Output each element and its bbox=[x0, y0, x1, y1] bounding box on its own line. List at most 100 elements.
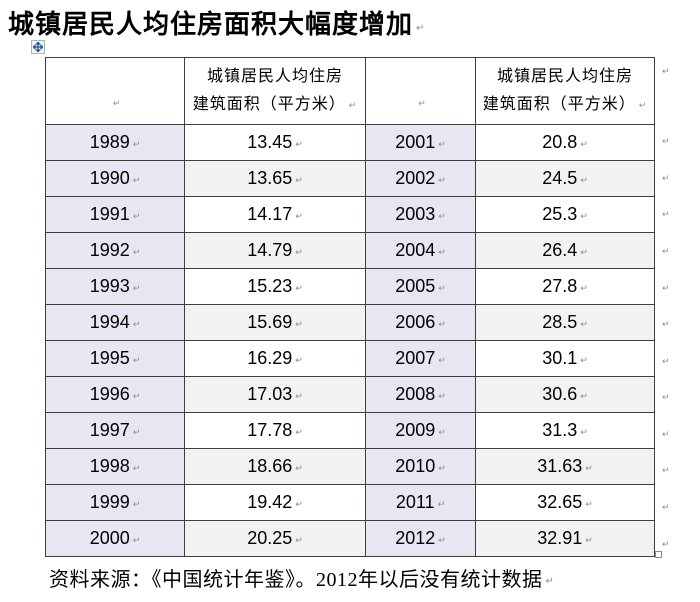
paragraph-mark-icon: ↵ bbox=[662, 503, 670, 514]
paragraph-mark-icon: ↵ bbox=[662, 393, 670, 404]
year-cell[interactable]: 2006 ↵ bbox=[365, 304, 476, 341]
year-cell[interactable]: 2005 ↵ bbox=[365, 268, 476, 305]
column-header-right: 城镇居民人均住房 建筑面积（平方米） ↵ bbox=[482, 67, 648, 113]
value-cell[interactable]: 27.8 ↵ bbox=[475, 268, 655, 305]
year-cell[interactable]: 2001 ↵ bbox=[365, 124, 476, 161]
header-empty-cell-left[interactable]: ↵ bbox=[45, 57, 185, 125]
year-cell[interactable]: 2009 ↵ bbox=[365, 412, 476, 449]
year-cell[interactable]: 2002 ↵ bbox=[365, 160, 476, 197]
value-cell[interactable]: 20.8 ↵ bbox=[475, 124, 655, 161]
cell-end-mark-icon: ↵ bbox=[132, 212, 141, 222]
year-cell[interactable]: 2008 ↵ bbox=[365, 376, 476, 413]
year-cell[interactable]: 1996 ↵ bbox=[45, 376, 185, 413]
table-row: 2000 ↵ 20.25 ↵ 2012 ↵ 32.91 ↵ bbox=[45, 520, 655, 557]
year-cell[interactable]: 2004 ↵ bbox=[365, 232, 476, 269]
cell-end-mark-icon: ↵ bbox=[295, 500, 303, 510]
paragraph-mark-icon: ↵ bbox=[662, 210, 670, 221]
table-row: 1994 ↵ 15.69 ↵ 2006 ↵ 28.5 ↵ bbox=[45, 304, 655, 341]
value-cell[interactable]: 31.3 ↵ bbox=[475, 412, 655, 449]
cell-end-mark-icon: ↵ bbox=[438, 212, 446, 222]
value-cell[interactable]: 13.45 ↵ bbox=[184, 124, 366, 161]
value-cell[interactable]: 20.25 ↵ bbox=[184, 520, 366, 557]
cell-end-mark-icon: ↵ bbox=[295, 428, 303, 438]
year-cell[interactable]: 2000 ↵ bbox=[45, 520, 185, 557]
cell-end-mark-icon: ↵ bbox=[580, 248, 588, 258]
value-cell[interactable]: 17.78 ↵ bbox=[184, 412, 366, 449]
cell-end-mark-icon: ↵ bbox=[112, 99, 121, 109]
value-cell[interactable]: 14.17 ↵ bbox=[184, 196, 366, 233]
value-cell[interactable]: 14.79 ↵ bbox=[184, 232, 366, 269]
year-cell[interactable]: 1991 ↵ bbox=[45, 196, 185, 233]
paragraph-mark-icon: ↵ bbox=[416, 23, 425, 34]
value-cell[interactable]: 25.3 ↵ bbox=[475, 196, 655, 233]
value-cell[interactable]: 13.65 ↵ bbox=[184, 160, 366, 197]
cell-end-mark-icon: ↵ bbox=[438, 428, 446, 438]
cell-end-mark-icon: ↵ bbox=[585, 464, 593, 474]
header-label-cell-left[interactable]: 城镇居民人均住房 建筑面积（平方米） ↵ bbox=[184, 57, 366, 125]
value-cell[interactable]: 28.5 ↵ bbox=[475, 304, 655, 341]
year-cell[interactable]: 1994 ↵ bbox=[45, 304, 185, 341]
year-cell[interactable]: 2003 ↵ bbox=[365, 196, 476, 233]
table-header-row: ↵ 城镇居民人均住房 建筑面积（平方米） ↵ ↵ 城镇居民人均住房 建筑面积（平方米）… bbox=[45, 57, 655, 125]
year-cell[interactable]: 1992 ↵ bbox=[45, 232, 185, 269]
value-cell[interactable]: 30.1 ↵ bbox=[475, 340, 655, 377]
year-cell[interactable]: 2012 ↵ bbox=[365, 520, 476, 557]
cell-end-mark-icon: ↵ bbox=[585, 536, 593, 546]
header-empty-cell-right[interactable]: ↵ bbox=[365, 57, 476, 125]
value-cell[interactable]: 15.23 ↵ bbox=[184, 268, 366, 305]
cell-end-mark-icon: ↵ bbox=[580, 284, 588, 294]
cell-end-mark-icon: ↵ bbox=[585, 500, 593, 510]
cell-end-mark-icon: ↵ bbox=[438, 392, 446, 402]
value-cell[interactable]: 26.4 ↵ bbox=[475, 232, 655, 269]
year-cell[interactable]: 2010 ↵ bbox=[365, 448, 476, 485]
value-cell[interactable]: 32.65 ↵ bbox=[475, 484, 655, 521]
paragraph-mark-icon: ↵ bbox=[662, 466, 670, 477]
table-row: 1991 ↵ 14.17 ↵ 2003 ↵ 25.3 ↵ bbox=[45, 196, 655, 233]
value-cell[interactable]: 32.91 ↵ bbox=[475, 520, 655, 557]
cell-end-mark-icon: ↵ bbox=[580, 392, 588, 402]
year-cell[interactable]: 1993 ↵ bbox=[45, 268, 185, 305]
value-cell[interactable]: 24.5 ↵ bbox=[475, 160, 655, 197]
cell-end-mark-icon: ↵ bbox=[132, 428, 141, 438]
table-row: 1989 ↵ 13.45 ↵ 2001 ↵ 20.8 ↵ bbox=[45, 124, 655, 161]
year-cell[interactable]: 2011 ↵ bbox=[365, 484, 476, 521]
year-cell[interactable]: 1989 ↵ bbox=[45, 124, 185, 161]
table-row: 1995 ↵ 16.29 ↵ 2007 ↵ 30.1 ↵ bbox=[45, 340, 655, 377]
paragraph-mark-icon: ↵ bbox=[662, 320, 670, 331]
value-cell[interactable]: 18.66 ↵ bbox=[184, 448, 366, 485]
table-row: 1999 ↵ 19.42 ↵ 2011 ↵ 32.65 ↵ bbox=[45, 484, 655, 521]
cell-end-mark-icon: ↵ bbox=[580, 140, 588, 150]
cell-end-mark-icon: ↵ bbox=[438, 284, 446, 294]
value-cell[interactable]: 30.6 ↵ bbox=[475, 376, 655, 413]
table-row: 1990 ↵ 13.65 ↵ 2002 ↵ 24.5 ↵ bbox=[45, 160, 655, 197]
table-move-handle[interactable] bbox=[31, 40, 45, 54]
cell-end-mark-icon: ↵ bbox=[580, 176, 588, 186]
table-row: 1992 ↵ 14.79 ↵ 2004 ↵ 26.4 ↵ bbox=[45, 232, 655, 269]
cell-end-mark-icon: ↵ bbox=[295, 392, 303, 402]
header-label-cell-right[interactable]: 城镇居民人均住房 建筑面积（平方米） ↵ bbox=[475, 57, 655, 125]
cell-end-mark-icon: ↵ bbox=[438, 356, 446, 366]
table-resize-handle[interactable] bbox=[655, 551, 662, 558]
cell-end-mark-icon: ↵ bbox=[295, 464, 303, 474]
cell-end-mark-icon: ↵ bbox=[132, 248, 141, 258]
cell-end-mark-icon: ↵ bbox=[132, 140, 141, 150]
cell-end-mark-icon: ↵ bbox=[437, 500, 446, 510]
value-cell[interactable]: 31.63 ↵ bbox=[475, 448, 655, 485]
page-title[interactable]: 城镇居民人均住房面积大幅度增加 ↵ bbox=[8, 4, 424, 41]
value-cell[interactable]: 17.03 ↵ bbox=[184, 376, 366, 413]
year-cell[interactable]: 2007 ↵ bbox=[365, 340, 476, 377]
year-cell[interactable]: 1999 ↵ bbox=[45, 484, 185, 521]
column-header-left: 城镇居民人均住房 建筑面积（平方米） ↵ bbox=[192, 67, 358, 113]
year-cell[interactable]: 1998 ↵ bbox=[45, 448, 185, 485]
value-cell[interactable]: 19.42 ↵ bbox=[184, 484, 366, 521]
value-cell[interactable]: 16.29 ↵ bbox=[184, 340, 366, 377]
cell-end-mark-icon: ↵ bbox=[438, 140, 446, 150]
cell-end-mark-icon: ↵ bbox=[295, 320, 303, 330]
move-arrows-icon bbox=[33, 42, 43, 52]
source-note[interactable]: 资料来源：《中国统计年鉴》。2012年以后没有统计数据 ↵ bbox=[49, 563, 554, 592]
value-cell[interactable]: 15.69 ↵ bbox=[184, 304, 366, 341]
cell-end-mark-icon: ↵ bbox=[580, 428, 588, 438]
year-cell[interactable]: 1997 ↵ bbox=[45, 412, 185, 449]
year-cell[interactable]: 1995 ↵ bbox=[45, 340, 185, 377]
year-cell[interactable]: 1990 ↵ bbox=[45, 160, 185, 197]
